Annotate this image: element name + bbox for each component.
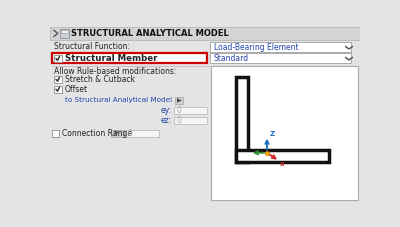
Text: Stretch & Cutback: Stretch & Cutback	[65, 75, 135, 84]
Text: Load-Bearing Element: Load-Bearing Element	[214, 43, 298, 52]
Text: ez:: ez:	[160, 116, 172, 125]
Text: Structural Function:: Structural Function:	[54, 42, 130, 51]
Bar	[236, 151, 329, 162]
Bar	[175, 97, 183, 104]
Bar	[60, 29, 69, 38]
Text: STRUCTURAL ANALYTICAL MODEL: STRUCTURAL ANALYTICAL MODEL	[71, 29, 229, 38]
Bar	[174, 116, 207, 124]
Text: 0: 0	[176, 106, 181, 115]
Text: Standard: Standard	[214, 54, 249, 63]
Bar	[50, 27, 360, 39]
Text: 0: 0	[128, 129, 132, 138]
Bar	[61, 30, 68, 33]
Text: ▶: ▶	[177, 98, 182, 103]
Bar	[174, 106, 207, 114]
Text: Offset: Offset	[65, 85, 88, 94]
Text: x: x	[280, 161, 285, 167]
Text: ey:: ey:	[160, 106, 172, 115]
Bar	[111, 130, 124, 137]
Text: Connection Range: Connection Range	[62, 129, 132, 138]
Text: Structural Member: Structural Member	[65, 54, 157, 63]
Text: to Structural Analytical Model: to Structural Analytical Model	[65, 97, 172, 103]
Text: ❯: ❯	[342, 54, 351, 62]
Bar	[52, 130, 59, 137]
Bar	[52, 53, 206, 63]
Bar	[210, 42, 352, 52]
Bar	[236, 77, 248, 162]
Text: Z: Z	[269, 131, 274, 136]
Text: 0: 0	[176, 116, 181, 125]
Text: ❯: ❯	[342, 44, 351, 51]
Text: Allow Rule-based modifications:: Allow Rule-based modifications:	[54, 67, 176, 76]
Bar	[54, 76, 62, 83]
Bar	[54, 86, 62, 93]
Bar	[210, 53, 352, 63]
Bar	[125, 130, 158, 137]
Bar	[211, 66, 358, 200]
Bar	[54, 55, 62, 62]
Text: ▶: ▶	[115, 131, 120, 136]
